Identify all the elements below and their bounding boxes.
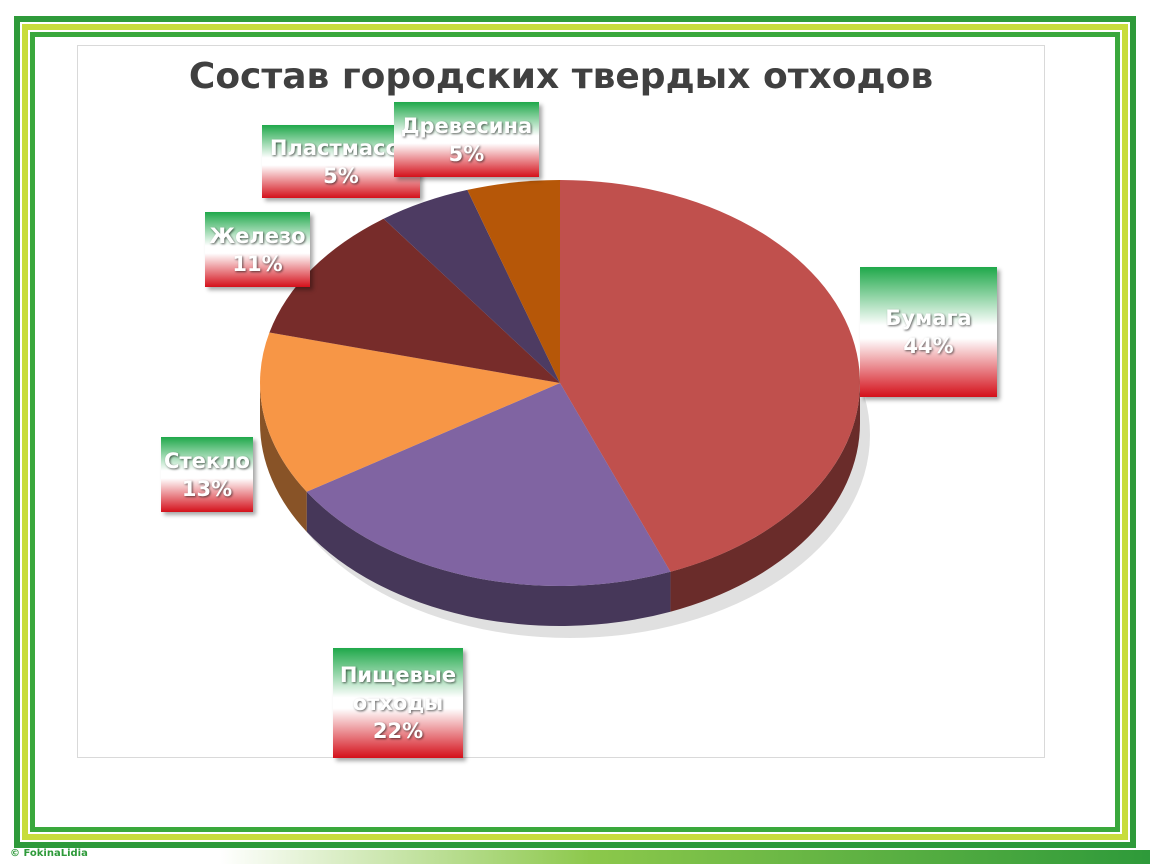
plot-area: [77, 45, 1045, 758]
label-value: 11%: [232, 251, 283, 276]
slice: [467, 180, 560, 383]
data-label: Железо 11%: [205, 212, 310, 287]
label-value: 5%: [323, 163, 359, 188]
data-label: Пластмасса 5%: [262, 125, 420, 198]
footer: © FokinaLidia: [10, 848, 88, 859]
label-name: Древесина: [400, 113, 533, 138]
data-label: Пищевые отходы 22%: [333, 648, 463, 758]
decor-bar: [220, 850, 1150, 864]
slice-side: [306, 491, 671, 626]
label-value: 44%: [903, 334, 954, 358]
frame: [22, 24, 1128, 840]
label-value: 13%: [181, 476, 233, 501]
data-label: Бумага 44%: [860, 267, 997, 397]
label-name: Стекло: [164, 448, 250, 473]
slice-side: [670, 383, 861, 612]
label-name: Пластмасса: [269, 135, 413, 160]
label-value: 22%: [372, 719, 424, 743]
data-label: Древесина 5%: [394, 102, 539, 177]
label-value: 5%: [448, 141, 485, 166]
slice: [306, 383, 671, 586]
label-name: Железо: [209, 223, 306, 248]
slice: [260, 332, 560, 492]
slice: [383, 189, 560, 383]
data-label: Стекло 13%: [161, 437, 253, 512]
frame: [30, 32, 1120, 832]
slice: [269, 218, 560, 383]
slice: [560, 180, 861, 572]
frame: [14, 16, 1136, 848]
label-name: Пищевые отходы: [339, 663, 457, 715]
label-name: Бумага: [885, 306, 972, 330]
slice-side: [260, 383, 307, 532]
chart-title: Состав городских твердых отходов: [188, 56, 934, 97]
